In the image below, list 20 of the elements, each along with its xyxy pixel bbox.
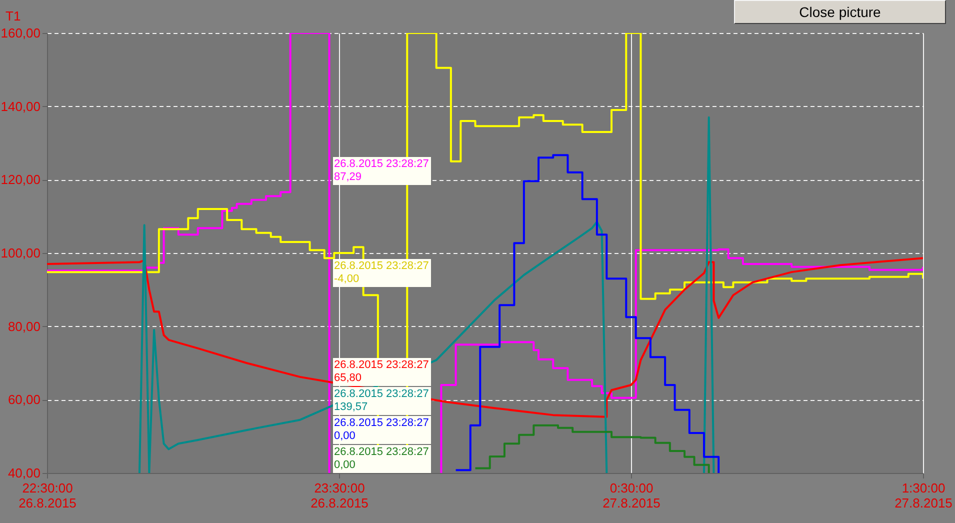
y-axis-title: T1: [6, 8, 21, 24]
annotation: 26.8.2015 23:28:27 139,57: [333, 387, 431, 415]
close-button: Close picture: [734, 0, 946, 24]
y-tick-label: 140,00: [0, 98, 40, 114]
annotation: 26.8.2015 23:28:27 65,80: [333, 358, 431, 386]
y-tick-label: 40,00: [8, 466, 40, 480]
x-tick-label: 0:30:00 27.8.2015: [602, 480, 660, 510]
y-tick-label: 120,00: [0, 172, 40, 188]
x-tick-label: 22:30:00 26.8.2015: [18, 480, 76, 510]
line-series: [47, 257, 923, 418]
x-tick-label: 23:30:00 26.8.2015: [310, 480, 368, 510]
annotation: 26.8.2015 23:28:27 87,29: [333, 157, 431, 185]
annotation: 26.8.2015 23:28:27 0,00: [333, 416, 431, 444]
y-tick-label: 100,00: [0, 246, 40, 260]
y-tick-label: 80,00: [8, 318, 40, 334]
annotation: 26.8.2015 23:28:27 0,00: [333, 445, 431, 473]
y-tick-label: 60,00: [8, 392, 40, 408]
annotation: 26.8.2015 23:28:27 -4,00: [333, 259, 431, 287]
x-tick-label: 1:30:00 27.8.2015: [894, 480, 952, 510]
y-tick-label: 160,00: [0, 26, 40, 40]
